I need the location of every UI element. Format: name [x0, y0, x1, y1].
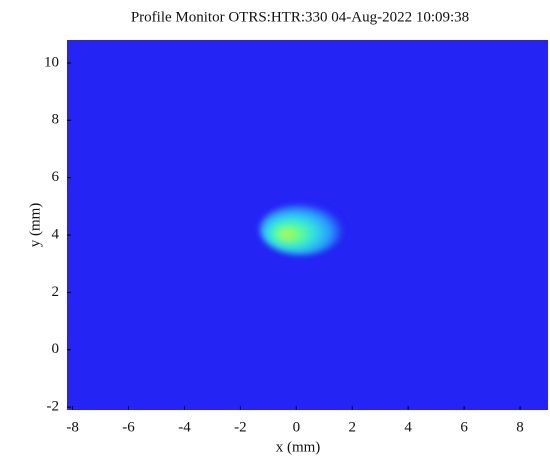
y-axis-label: y (mm)	[27, 203, 43, 248]
x-tick-label: -4	[178, 419, 191, 435]
y-tick-label: 0	[52, 341, 60, 357]
x-axis-label: x (mm)	[276, 439, 321, 455]
beam-spot	[259, 203, 344, 256]
x-tick-label: 0	[293, 419, 301, 435]
y-tick-label: 2	[52, 284, 60, 300]
x-tick-label: 4	[404, 419, 412, 435]
y-tick-label: 10	[44, 54, 59, 70]
x-tick-label: 2	[348, 419, 356, 435]
chart-title: Profile Monitor OTRS:HTR:330 04-Aug-2022…	[131, 9, 469, 25]
x-tick-label: -8	[66, 419, 79, 435]
x-tick-label: 8	[516, 419, 524, 435]
y-tick-label: -2	[47, 399, 60, 415]
x-tick-label: -2	[234, 419, 247, 435]
y-tick-label: 4	[52, 226, 60, 242]
y-tick-label: 6	[52, 169, 60, 185]
x-tick-label: -6	[122, 419, 135, 435]
x-tick-label: 6	[460, 419, 468, 435]
y-tick-label: 8	[52, 112, 60, 128]
